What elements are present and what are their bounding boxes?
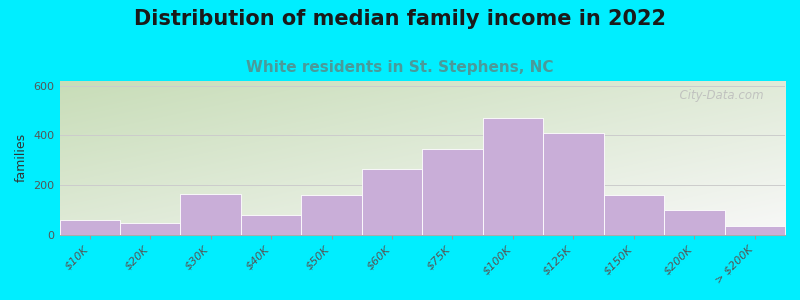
Bar (181, 194, 241, 235)
Text: City-Data.com: City-Data.com (672, 89, 763, 102)
Text: White residents in St. Stephens, NC: White residents in St. Stephens, NC (246, 60, 554, 75)
Bar (604, 195, 664, 235)
Y-axis label: families: families (15, 133, 28, 182)
Text: Distribution of median family income in 2022: Distribution of median family income in … (134, 9, 666, 29)
Bar (302, 195, 362, 235)
Bar (664, 210, 725, 235)
Bar (725, 226, 785, 235)
Bar (120, 224, 181, 235)
Bar (482, 118, 543, 235)
Bar (543, 133, 604, 235)
Bar (362, 169, 422, 235)
Bar (59, 220, 120, 235)
Bar (241, 215, 302, 235)
Bar (422, 149, 482, 235)
